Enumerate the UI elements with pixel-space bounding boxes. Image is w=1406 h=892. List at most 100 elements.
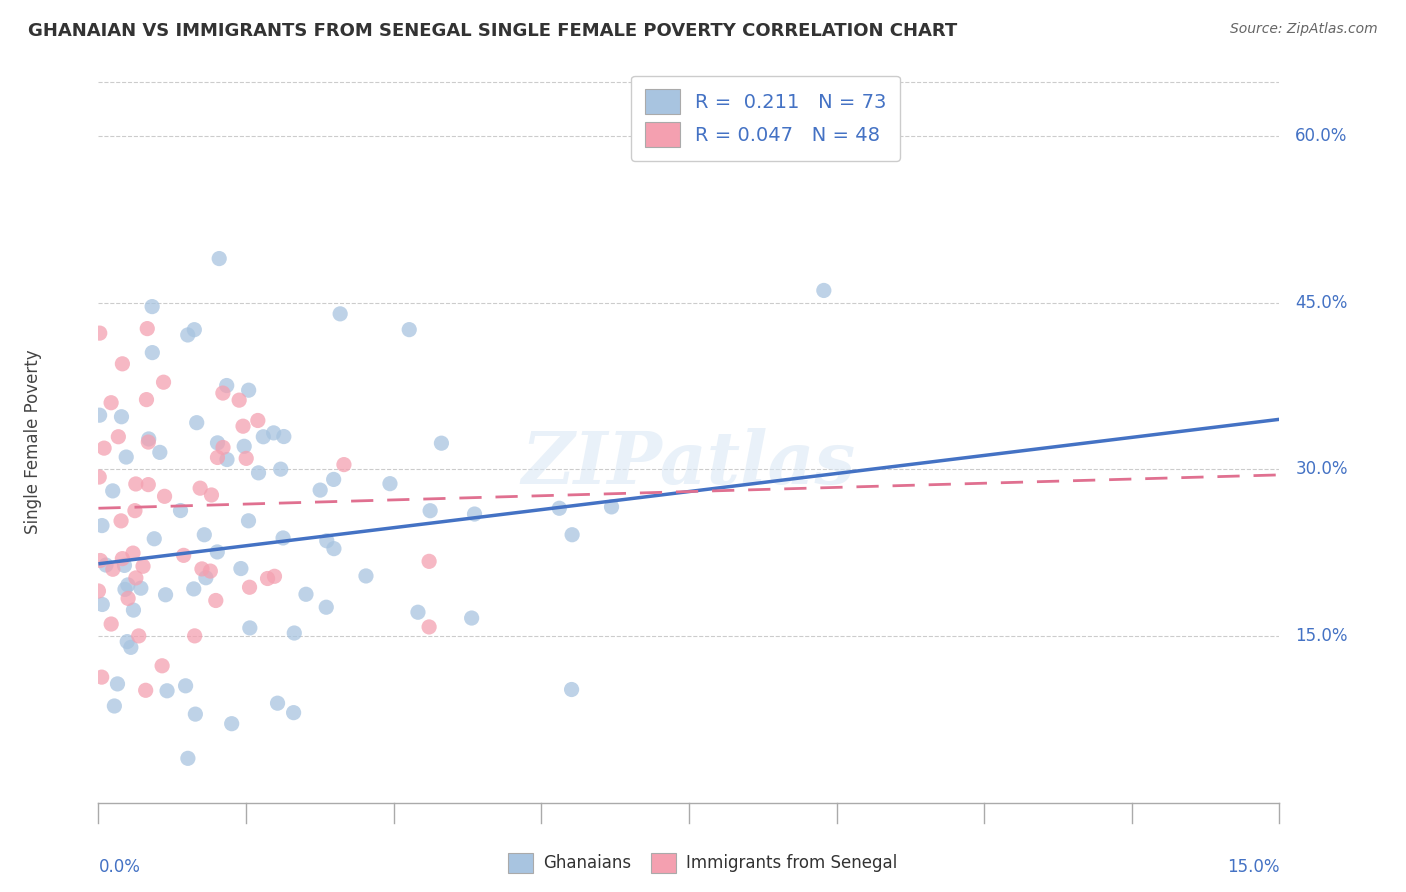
Point [207,435,229,450]
Point [89,326,111,340]
Text: 15.0%: 15.0% [1227,858,1279,876]
Point [406,605,429,619]
Point [135,392,157,407]
Point [110,409,132,424]
Point [184,707,207,722]
Point [212,386,235,401]
Point [90,670,112,684]
Point [111,357,134,371]
Point [329,307,352,321]
Point [207,450,229,465]
Point [418,620,440,634]
Point [418,554,440,568]
Point [101,562,124,576]
Point [266,696,288,710]
Point [188,481,211,495]
Point [114,558,136,573]
Text: 45.0%: 45.0% [1295,293,1347,311]
Point [295,587,318,601]
Point [125,477,148,491]
Legend: R =  0.211   N = 73, R = 0.047   N = 48: R = 0.211 N = 73, R = 0.047 N = 48 [631,76,900,161]
Point [183,582,205,596]
Point [238,514,260,528]
Point [208,252,231,266]
Point [238,580,260,594]
Point [183,629,205,643]
Point [232,419,254,434]
Point [136,477,159,491]
Point [191,562,214,576]
Point [177,328,200,343]
Point [283,626,305,640]
Point [233,439,256,453]
Point [136,321,159,335]
Point [169,503,191,517]
Point [128,629,150,643]
Point [101,483,124,498]
Point [91,598,114,612]
Point [110,514,132,528]
Point [107,677,129,691]
Point [813,284,835,298]
Point [204,593,226,607]
Point [87,584,110,599]
Point [143,532,166,546]
Point [548,501,571,516]
Point [193,527,215,541]
Point [89,553,111,567]
Point [354,569,377,583]
Point [132,559,155,574]
Point [93,441,115,455]
Point [256,572,278,586]
Point [270,462,292,476]
Point [155,588,177,602]
Point [239,621,262,635]
Point [228,393,250,408]
Point [152,375,174,389]
Point [315,533,337,548]
Point [315,600,337,615]
Point [129,581,152,595]
Point [120,640,142,655]
Point [122,603,145,617]
Point [460,611,482,625]
Point [419,504,441,518]
Point [89,408,111,422]
Point [114,582,136,597]
Point [107,430,129,444]
Point [200,564,222,578]
Point [247,466,270,480]
Point [430,436,453,450]
Text: GHANAIAN VS IMMIGRANTS FROM SENEGAL SINGLE FEMALE POVERTY CORRELATION CHART: GHANAIAN VS IMMIGRANTS FROM SENEGAL SING… [28,22,957,40]
Text: Single Female Poverty: Single Female Poverty [24,350,42,533]
Text: 30.0%: 30.0% [1295,460,1348,478]
Point [89,470,111,484]
Point [117,591,139,606]
Point [141,345,163,359]
Point [138,432,160,446]
Point [156,683,179,698]
Point [323,541,346,556]
Point [91,518,114,533]
Point [100,617,122,632]
Point [125,571,148,585]
Point [141,300,163,314]
Point [215,378,238,392]
Legend: Ghanaians, Immigrants from Senegal: Ghanaians, Immigrants from Senegal [502,847,904,880]
Point [273,429,295,443]
Point [238,383,260,397]
Point [117,578,139,592]
Point [124,503,146,517]
Point [398,323,420,337]
Point [122,546,145,560]
Point [229,561,252,575]
Point [115,450,138,464]
Text: 60.0%: 60.0% [1295,127,1347,145]
Point [212,441,235,455]
Text: ZIPatlas: ZIPatlas [522,428,856,499]
Point [135,683,157,698]
Text: 15.0%: 15.0% [1295,627,1348,645]
Point [173,549,195,563]
Point [246,413,269,427]
Point [174,679,197,693]
